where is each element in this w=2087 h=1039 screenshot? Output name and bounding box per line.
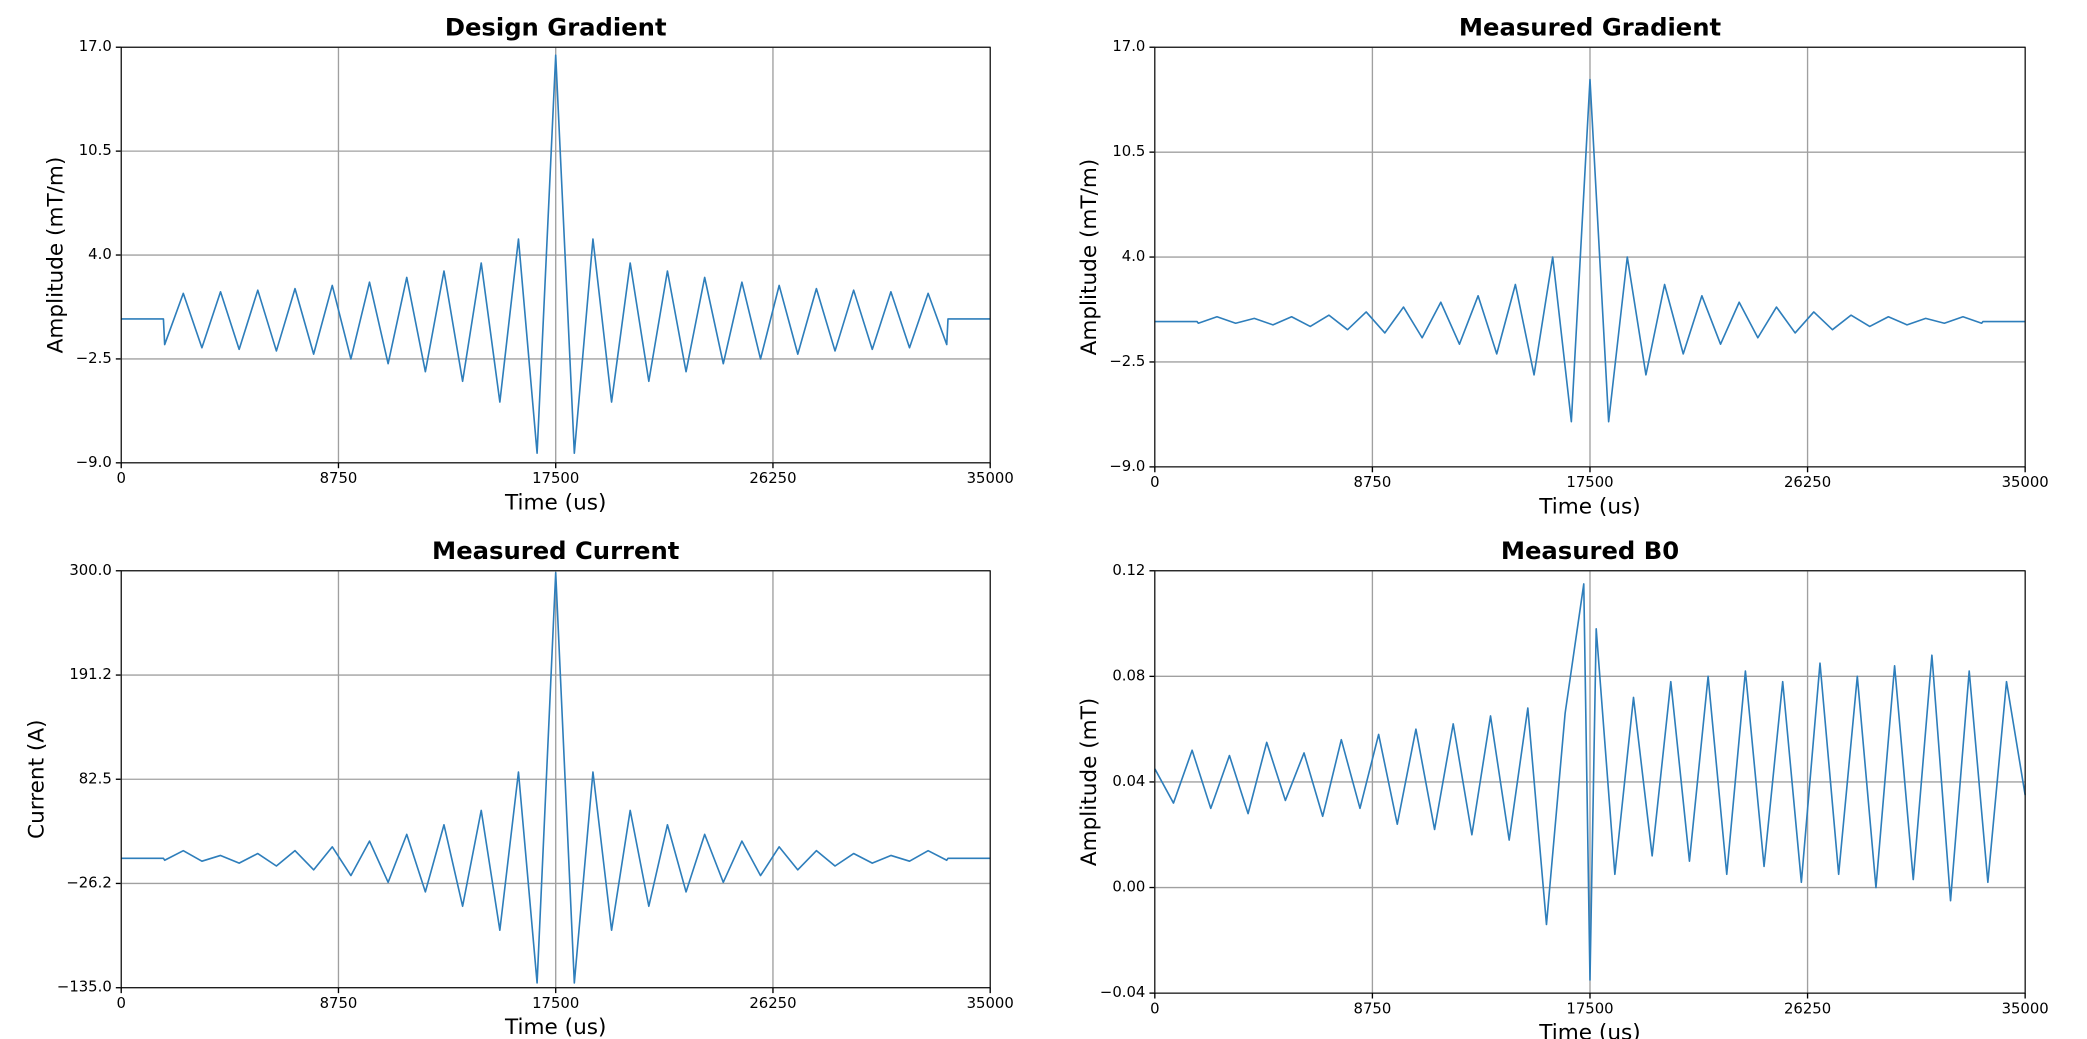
x-tick-label: 26250 bbox=[749, 470, 796, 487]
y-tick-label: 300.0 bbox=[69, 562, 111, 579]
x-tick-label: 8750 bbox=[320, 470, 358, 487]
y-axis-label: Amplitude (mT/m) bbox=[1077, 159, 1102, 356]
plot-frame bbox=[120, 570, 991, 989]
y-tick-label: −2.5 bbox=[76, 350, 112, 367]
y-tick-label: 4.0 bbox=[88, 246, 112, 263]
data-line bbox=[121, 54, 991, 455]
y-tick-label: 0.00 bbox=[1112, 879, 1145, 896]
x-tick-label: 35000 bbox=[2002, 1000, 2049, 1017]
x-tick-label: 0 bbox=[117, 995, 126, 1012]
x-tick-label: 26250 bbox=[1784, 1000, 1831, 1017]
x-tick-label: 26250 bbox=[749, 995, 796, 1012]
data-line bbox=[1154, 78, 2026, 423]
y-axis-label: Amplitude (mT/m) bbox=[43, 157, 68, 354]
y-tick-label: 191.2 bbox=[69, 666, 111, 683]
x-tick-label: 0 bbox=[117, 470, 126, 487]
data-line bbox=[1154, 583, 2026, 981]
y-tick-label: 82.5 bbox=[79, 770, 112, 787]
x-tick-label: 26250 bbox=[1784, 474, 1831, 491]
y-tick-label: 4.0 bbox=[1122, 248, 1146, 265]
y-tick-label: −26.2 bbox=[66, 874, 111, 891]
y-tick-label: 17.0 bbox=[1112, 38, 1145, 55]
y-tick-label: −9.0 bbox=[76, 454, 112, 471]
y-tick-label: 0.08 bbox=[1112, 667, 1145, 684]
y-axis-label: Current (A) bbox=[25, 719, 50, 839]
x-tick-label: 35000 bbox=[2002, 474, 2049, 491]
x-tick-label: 0 bbox=[1150, 474, 1159, 491]
x-tick-label: 8750 bbox=[1354, 474, 1392, 491]
y-tick-label: 0.04 bbox=[1112, 773, 1145, 790]
x-axis-label: Time (us) bbox=[1538, 1021, 1640, 1039]
y-tick-label: 17.0 bbox=[79, 38, 112, 55]
y-tick-label: 10.5 bbox=[1112, 143, 1145, 160]
x-tick-label: 8750 bbox=[320, 995, 358, 1012]
x-tick-label: 0 bbox=[1150, 1000, 1159, 1017]
x-tick-label: 17500 bbox=[532, 995, 579, 1012]
chart-title: Measured Gradient bbox=[1459, 12, 1722, 41]
x-tick-label: 8750 bbox=[1354, 1000, 1392, 1017]
y-tick-label: −0.04 bbox=[1100, 984, 1145, 1001]
chart-title: Measured Current bbox=[432, 536, 680, 565]
y-tick-label: −2.5 bbox=[1109, 353, 1145, 370]
chart-title: Measured B0 bbox=[1501, 536, 1679, 565]
x-tick-label: 17500 bbox=[1566, 474, 1613, 491]
y-axis-label: Amplitude (mT) bbox=[1077, 698, 1102, 866]
x-axis-label: Time (us) bbox=[504, 490, 606, 515]
x-tick-label: 35000 bbox=[967, 995, 1014, 1012]
x-tick-label: 17500 bbox=[1566, 1000, 1613, 1017]
x-tick-label: 35000 bbox=[967, 470, 1014, 487]
x-tick-label: 17500 bbox=[532, 470, 579, 487]
y-tick-label: −9.0 bbox=[1109, 458, 1145, 475]
y-tick-label: 10.5 bbox=[79, 142, 112, 159]
y-tick-label: −135.0 bbox=[57, 979, 112, 996]
plot-frame bbox=[1154, 570, 2026, 994]
x-axis-label: Time (us) bbox=[1538, 494, 1640, 519]
y-tick-label: 0.12 bbox=[1112, 562, 1145, 579]
plot-frame bbox=[120, 46, 991, 464]
chart-title: Design Gradient bbox=[445, 12, 667, 41]
plot-frame bbox=[1154, 46, 2026, 468]
data-line bbox=[121, 571, 991, 984]
x-axis-label: Time (us) bbox=[504, 1015, 606, 1039]
